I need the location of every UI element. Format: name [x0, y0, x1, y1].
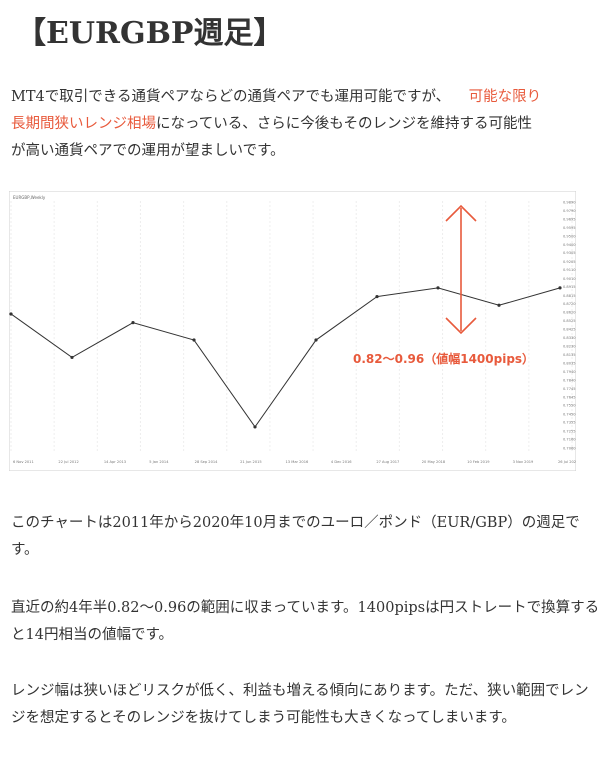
intro-highlight-b: 長期間狭いレンジ相場	[11, 116, 156, 132]
price-point	[314, 338, 318, 342]
x-tick-label: 27 Aug 2017	[376, 460, 399, 464]
y-tick-label: 0.7940	[563, 370, 576, 374]
y-tick-label: 0.9110	[563, 268, 576, 272]
chart-title: EURGBP,Weekly	[13, 195, 46, 200]
y-tick-label: 0.7060	[563, 446, 576, 450]
x-tick-label: 21 Jun 2015	[240, 460, 262, 464]
y-tick-label: 0.7550	[563, 404, 576, 408]
x-tick-label: 20 May 2018	[422, 460, 446, 464]
chart-description: このチャートは2011年から2020年10月までのユーロ／ポンド（EUR/GBP…	[11, 515, 580, 558]
price-point	[9, 312, 13, 316]
price-series-line	[10, 287, 561, 428]
y-tick-label: 0.7745	[563, 387, 576, 391]
intro-text-2: になっている、さらに今後もそのレンジを維持する可能性	[156, 116, 532, 132]
intro-text-3: が高い通貨ペアでの運用が望ましいです。	[11, 143, 285, 159]
y-tick-label: 0.8035	[563, 362, 576, 366]
section-title: 【EURGBP週足】	[16, 16, 284, 51]
y-tick-label: 0.9010	[563, 277, 576, 281]
y-tick-label: 0.7840	[563, 379, 576, 383]
intro-text-1: MT4で取引できる通貨ペアならどの通貨ペアでも運用可能ですが、	[11, 89, 451, 105]
x-tick-label: 22 Jul 2012	[58, 460, 78, 464]
risk-explanation: レンジ幅は狭いほどリスクが低く、利益も増える傾向にあります。ただ、狭い範囲でレン…	[11, 683, 589, 726]
y-tick-label: 0.8425	[563, 328, 576, 332]
x-tick-label: 26 Jul 2020	[558, 460, 576, 464]
range-explanation: 直近の約4年半0.82〜0.96の範囲に収まっています。1400pipsは円スト…	[11, 600, 600, 643]
price-point	[131, 321, 135, 325]
price-point	[436, 286, 440, 290]
y-tick-label: 0.7645	[563, 395, 576, 399]
x-tick-label: 6 Nov 2011	[13, 460, 34, 464]
y-tick-label: 0.9890	[563, 200, 576, 204]
y-tick-label: 0.8230	[563, 345, 576, 349]
price-point	[192, 338, 196, 342]
range-arrow	[445, 204, 477, 335]
y-tick-label: 0.9790	[563, 209, 576, 213]
range-annotation: 0.82〜0.96（値幅1400pips）	[353, 351, 534, 366]
y-tick-label: 0.7160	[563, 438, 576, 442]
price-point	[497, 303, 501, 307]
x-tick-label: 14 Apr 2013	[104, 460, 126, 464]
y-tick-label: 0.9695	[563, 217, 576, 221]
price-point	[558, 286, 562, 290]
y-tick-label: 0.9400	[563, 243, 576, 247]
y-tick-label: 0.8135	[563, 353, 576, 357]
y-tick-label: 0.8815	[563, 294, 576, 298]
y-tick-label: 0.7450	[563, 412, 576, 416]
price-point	[253, 425, 257, 429]
y-tick-label: 0.9305	[563, 251, 576, 255]
x-tick-label: 13 Mar 2016	[286, 460, 309, 464]
x-tick-label: 10 Feb 2019	[467, 460, 490, 464]
y-tick-label: 0.8330	[563, 336, 576, 340]
x-tick-label: 3 Nov 2019	[513, 460, 534, 464]
intro-paragraph: MT4で取引できる通貨ペアならどの通貨ペアでも運用可能ですが、 可能な限り長期間…	[11, 84, 601, 165]
x-tick-label: 28 Sep 2014	[195, 460, 218, 464]
y-tick-label: 0.8720	[563, 302, 576, 306]
price-point	[375, 294, 379, 299]
y-tick-label: 0.7255	[563, 429, 576, 433]
x-tick-label: 4 Dec 2016	[331, 460, 352, 464]
price-point	[70, 355, 74, 360]
intro-highlight-a: 可能な限り	[468, 89, 542, 105]
y-tick-label: 0.8915	[563, 285, 576, 289]
y-tick-label: 0.9205	[563, 260, 576, 264]
x-tick-label: 5 Jan 2014	[149, 460, 169, 464]
y-tick-label: 0.7355	[563, 421, 576, 425]
y-tick-label: 0.8620	[563, 311, 576, 315]
y-tick-label: 0.8525	[563, 319, 576, 323]
y-tick-label: 0.9595	[563, 226, 576, 230]
eurgbp-weekly-chart: 0.9890 0.9790 0.9695 0.9595 0.9500 0.9400 0.93…	[8, 190, 579, 472]
chart-svg: 0.9890 0.9790 0.9695 0.9595 0.9500 0.9400 0.93…	[8, 190, 579, 472]
y-tick-label: 0.9500	[563, 234, 576, 238]
